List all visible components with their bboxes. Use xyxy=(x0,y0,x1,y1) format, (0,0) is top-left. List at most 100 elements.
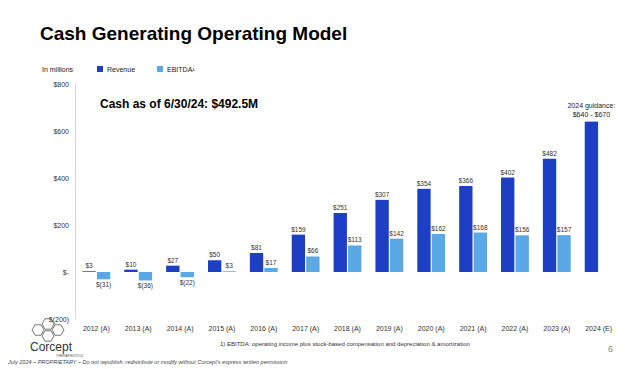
annotation: 2024 guidance: xyxy=(567,102,615,110)
logo: CorceptTHERAPEUTICS xyxy=(30,319,84,358)
x-tick: 2016 (A) xyxy=(250,319,277,333)
bar xyxy=(417,189,430,272)
bar xyxy=(474,233,487,272)
y-tick: $600 xyxy=(53,128,75,135)
bar xyxy=(124,270,137,272)
logo-text: Corcept xyxy=(30,340,73,354)
bar xyxy=(306,256,319,272)
data-label: $354 xyxy=(417,180,432,187)
x-tick: 2017 (A) xyxy=(292,319,319,333)
y-axis-line xyxy=(75,85,76,320)
legend-swatch xyxy=(97,66,103,72)
data-label: $307 xyxy=(375,191,390,198)
legend-item: EBITDA¹ xyxy=(157,66,195,73)
x-axis: 2012 (A) 2013 (A) 2014 (A) 2015 (A) 2016 (A)… xyxy=(83,319,612,333)
bar xyxy=(348,245,361,272)
y-tick-label: $600 xyxy=(53,128,69,135)
y-tick-label: $200 xyxy=(53,222,69,229)
legend-label: EBITDA¹ xyxy=(167,66,195,73)
data-label: $168 xyxy=(473,224,488,231)
legend-label: Revenue xyxy=(107,66,135,73)
data-label: $402 xyxy=(500,169,515,176)
bar xyxy=(166,266,179,272)
x-tick-label: 2019 (A) xyxy=(376,325,403,333)
annotation: Cash as of 6/30/24: $492.5M xyxy=(100,97,258,111)
x-tick: 2012 (A) xyxy=(83,319,110,333)
bar xyxy=(250,253,263,272)
x-tick: 2015 (A) xyxy=(208,319,235,333)
bar xyxy=(459,186,472,272)
y-tick: $200 xyxy=(53,222,75,229)
y-label: In millions xyxy=(42,66,74,73)
bar xyxy=(501,178,514,272)
data-labels: $3$10$27$50$81$159$251$307$354$366$402$4… xyxy=(85,150,571,291)
bar xyxy=(390,239,403,272)
x-tick: 2023 (A) xyxy=(543,319,570,333)
page-number: 6 xyxy=(608,344,613,354)
bar xyxy=(208,260,221,272)
y-tick-label: $800 xyxy=(53,81,69,88)
x-tick-label: 2020 (A) xyxy=(418,325,445,333)
bars xyxy=(82,122,598,281)
bar xyxy=(292,235,305,272)
data-label: $(31) xyxy=(96,281,111,289)
data-label: $251 xyxy=(333,204,348,211)
x-tick-label: 2012 (A) xyxy=(83,325,110,333)
data-label: $50 xyxy=(209,251,220,258)
bar xyxy=(97,272,110,279)
data-label: $482 xyxy=(542,150,557,157)
data-label: $3 xyxy=(85,262,93,269)
y-tick-label: $400 xyxy=(53,175,69,182)
data-label: $17 xyxy=(266,259,277,266)
data-label: $156 xyxy=(515,226,530,233)
x-tick-label: 2017 (A) xyxy=(292,325,319,333)
y-tick: $800 xyxy=(53,81,75,88)
x-tick: 2020 (A) xyxy=(418,319,445,333)
y-tick-label: $- xyxy=(63,269,70,276)
x-tick-label: 2016 (A) xyxy=(250,325,277,333)
x-tick-label: 2013 (A) xyxy=(125,325,152,333)
x-tick: 2022 (A) xyxy=(502,319,529,333)
x-tick-label: 2023 (A) xyxy=(543,325,570,333)
bar xyxy=(375,200,388,272)
title: Cash Generating Operating Model xyxy=(40,23,347,44)
x-tick: 2018 (A) xyxy=(334,319,361,333)
bar xyxy=(557,235,570,272)
bar xyxy=(264,268,277,272)
chart: Cash Generating Operating Model In millio… xyxy=(0,0,640,369)
bar xyxy=(585,122,598,272)
logo-hex xyxy=(52,325,64,335)
footnote: 1) EBITDA: operating income plus stock-b… xyxy=(220,341,470,347)
footer: July 2024 – PROPRIETARY – Do not republi… xyxy=(7,359,287,365)
x-tick-label: 2014 (A) xyxy=(167,325,194,333)
legend: Revenue EBITDA¹ xyxy=(97,66,195,73)
bar xyxy=(139,272,152,280)
x-tick-label: 2015 (A) xyxy=(208,325,235,333)
data-label: $113 xyxy=(348,236,362,243)
data-label: $10 xyxy=(126,261,137,268)
data-label: $159 xyxy=(291,226,306,233)
y-tick: $400 xyxy=(53,175,75,182)
bar xyxy=(334,213,347,272)
data-label: $366 xyxy=(459,177,474,184)
data-label: $142 xyxy=(389,230,404,237)
logo-hex xyxy=(42,319,54,329)
x-tick-label: 2024 (E) xyxy=(585,325,612,333)
bar xyxy=(82,271,95,273)
data-label: $3 xyxy=(226,262,234,269)
y-axis: $(200)$-$200$400$600$800 xyxy=(49,81,76,324)
legend-swatch xyxy=(157,66,163,72)
data-label: $81 xyxy=(251,244,262,251)
bar xyxy=(181,272,194,277)
data-label: $157 xyxy=(557,226,572,233)
bar xyxy=(432,234,445,272)
x-tick-label: 2021 (A) xyxy=(460,325,487,333)
data-label: $(36) xyxy=(138,282,153,290)
logo-hex xyxy=(32,325,44,335)
y-tick: $- xyxy=(63,269,75,276)
x-tick: 2024 (E) xyxy=(585,319,612,333)
data-label: $66 xyxy=(307,247,318,254)
x-tick-label: 2018 (A) xyxy=(334,325,361,333)
data-label: $162 xyxy=(431,225,446,232)
data-label: $(22) xyxy=(180,279,195,287)
